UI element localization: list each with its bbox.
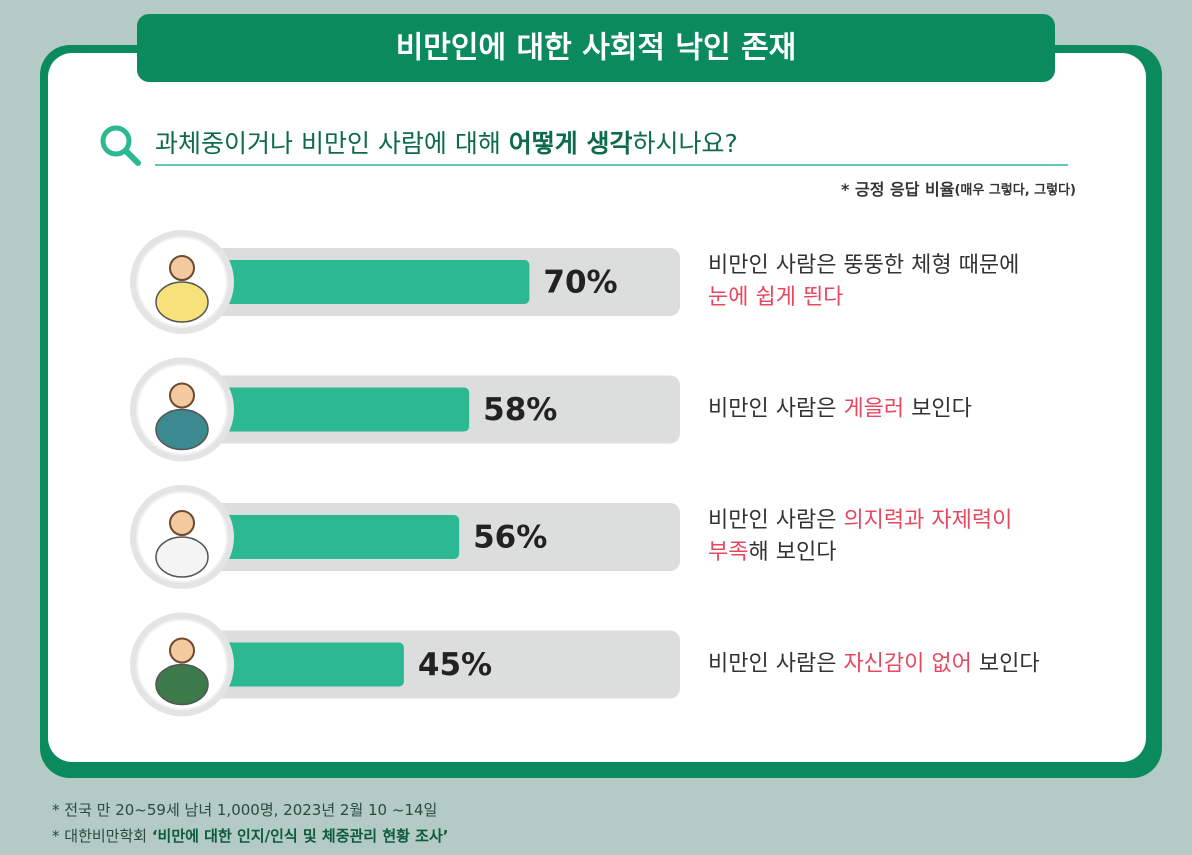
icon-body [155,408,209,451]
text-part: 게을러 [843,397,904,422]
text-part: 비만인 사람은 뚱뚱한 체형 때문에 [708,253,1019,278]
text-part: * 전국 만 20~59세 남녀 1,000명, 2023년 2월 10 ~14… [52,801,437,819]
text-part: 보인다 [972,652,1040,677]
bar [178,642,404,687]
text-line: 비만인 사람은 게을러 보인다 [708,397,972,422]
text-line: 비만인 사람은 의지력과 자제력이 [708,508,1012,533]
icon-head [169,382,195,409]
text-part: 어떻게 생각 [509,129,633,158]
icon-head [169,510,195,536]
text-part: 자신감이 없어 [843,652,971,677]
text-part: * 긍정 응답 비율 [841,180,955,199]
title: 비만인에 대한 사회적 낙인 존재 [396,31,797,66]
text-part: 의지력과 자제력이 [843,508,1012,533]
icon-body [155,536,209,578]
text-part: (매우 그렇다, 그렇다) [954,182,1076,198]
search-icon [100,125,141,166]
text-part: 하시나요? [633,129,738,158]
text-part: ‘비만에 대한 인지/인식 및 체중관리 현황 조사’ [152,827,449,845]
icon-head [169,255,195,281]
text-part: 보인다 [904,397,972,422]
text-part: 눈에 쉽게 띈다 [708,285,843,310]
text-line: * 대한비만학회 ‘비만에 대한 인지/인식 및 체중관리 현황 조사’ [52,827,448,845]
bar [178,387,470,432]
icon-head [169,637,195,664]
text-part: 비만인 사람은 [708,652,843,677]
text-line: 과체중이거나 비만인 사람에 대해 어떻게 생각하시나요? [155,129,738,158]
value-label: 45% [418,647,492,683]
text-part: 비만인 사람은 [708,397,843,422]
bar [178,515,460,559]
text-line: 비만인 사람은 자신감이 없어 보인다 [708,652,1040,677]
text-line: * 긍정 응답 비율(매우 그렇다, 그렇다) [841,180,1076,199]
text-part: 해 보인다 [748,540,836,565]
text-line: * 전국 만 20~59세 남녀 1,000명, 2023년 2월 10 ~14… [52,801,437,819]
icon-body [155,663,209,706]
text-part: 비만인 사람은 [708,508,843,533]
title-banner [137,14,1055,82]
icon-body [155,281,209,323]
value-label: 70% [543,265,617,301]
text-line: 부족해 보인다 [708,540,836,565]
text-line: 비만인 사람은 뚱뚱한 체형 때문에 [708,253,1019,278]
bar [178,260,530,304]
text-part: * 대한비만학회 [52,827,152,845]
text-part: 과체중이거나 비만인 사람에 대해 [155,129,509,158]
text-part: 부족 [708,540,748,565]
value-label: 58% [483,392,557,428]
text-line: 눈에 쉽게 띈다 [708,285,843,310]
value-label: 56% [473,520,547,556]
